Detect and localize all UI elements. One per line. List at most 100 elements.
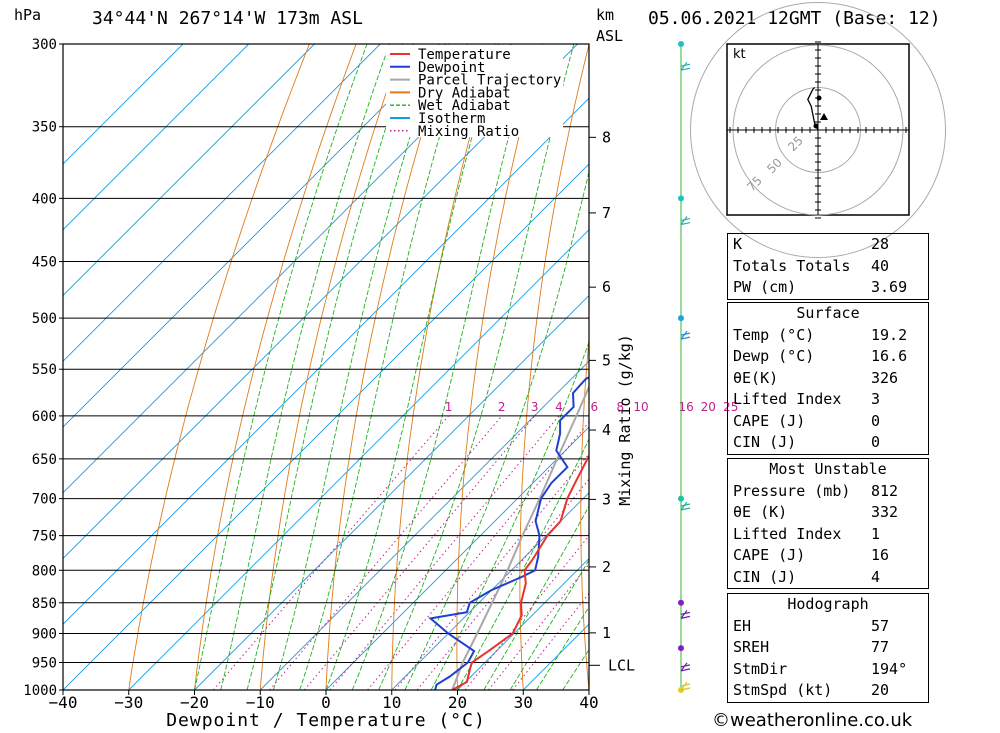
mu-li-label: Lifted Index xyxy=(733,524,842,543)
pressure-tick-label: 800 xyxy=(32,563,57,579)
wet-adiabat-line xyxy=(194,44,368,690)
wet-adiabat-line xyxy=(299,44,468,690)
mixing-ratio-label: 3 xyxy=(531,400,539,414)
wet-adiabat-line xyxy=(536,606,589,690)
dry-adiabat-line xyxy=(697,44,729,690)
surface-theta-label: θE(K) xyxy=(733,368,779,387)
mu-cape-value: 16 xyxy=(871,546,890,564)
pressure-tick-label: 650 xyxy=(32,452,57,468)
x-tick-label: −10 xyxy=(246,693,275,712)
surface-cin-label: CIN (J) xyxy=(733,433,797,451)
surface-li-label: Lifted Index xyxy=(733,390,842,408)
pressure-tick-label: 1000 xyxy=(23,683,57,699)
surface-cape-value: 0 xyxy=(871,411,881,430)
wind-level-dot xyxy=(678,645,684,652)
indices-table: K 28 Totals Totals 40 PW (cm) 3.69 xyxy=(727,233,929,300)
mixing-ratio-axis-label: Mixing Ratio (g/kg) xyxy=(616,334,634,506)
mixing-ratio-label: 6 xyxy=(590,400,598,414)
wet-adiabat-line xyxy=(404,170,589,690)
mixing-ratio-label: 1 xyxy=(445,400,453,414)
x-tick-label: 0 xyxy=(321,693,331,712)
copyright-footer[interactable]: ©weatheronline.co.uk xyxy=(712,710,913,731)
isotherm-line xyxy=(63,44,447,428)
km-tick-label: 2 xyxy=(602,558,611,576)
mixing-ratio-line xyxy=(416,478,589,690)
wind-level-dot xyxy=(678,195,684,202)
dry-adiabat-line xyxy=(640,44,683,690)
lcl-label: LCL xyxy=(608,656,635,674)
x-tick-label: −20 xyxy=(180,693,209,712)
stmdir-label: StmDir xyxy=(733,659,788,678)
x-tick-label: 40 xyxy=(579,693,598,712)
surface-dewp-value: 16.6 xyxy=(871,347,908,365)
asl-label: ASL xyxy=(596,27,624,45)
mixing-ratio-label: 10 xyxy=(633,400,648,414)
wind-level-dot xyxy=(678,315,684,322)
eh-value: 57 xyxy=(871,616,890,635)
wet-adiabat-line xyxy=(483,505,589,690)
pressure-tick-label: 850 xyxy=(32,596,57,612)
wind-barb xyxy=(680,662,691,672)
mixing-ratio-line xyxy=(394,452,589,690)
mixing-ratio-line xyxy=(304,415,536,690)
hodograph-point xyxy=(816,95,822,101)
legend-entry: Dry Adiabat xyxy=(418,85,511,101)
dry-adiabat-line xyxy=(456,44,543,690)
datetime-label: 05.06.2021 12GMT (Base: 12) xyxy=(648,8,941,29)
stmdir-value: 194° xyxy=(871,659,908,678)
mixing-ratio-label: 20 xyxy=(701,400,716,414)
mixing-ratio-label: 2 xyxy=(498,400,506,414)
dry-adiabat-line xyxy=(259,44,404,690)
pressure-tick-label: 750 xyxy=(32,529,57,545)
hodograph-title: Hodograph xyxy=(787,595,869,613)
pressure-tick-label: 600 xyxy=(32,409,57,425)
dry-adiabat-line xyxy=(194,44,357,690)
mu-li-value: 1 xyxy=(871,524,881,543)
mu-theta-label: θE (K) xyxy=(733,503,788,521)
km-tick-label: 6 xyxy=(602,278,611,296)
most-unstable-title: Most Unstable xyxy=(769,460,887,478)
isotherm-line xyxy=(325,426,589,690)
mixing-ratio-label: 25 xyxy=(723,400,738,414)
x-tick-label: −30 xyxy=(114,693,143,712)
mu-cape-label: CAPE (J) xyxy=(733,546,806,564)
legend-entry: Mixing Ratio xyxy=(418,124,519,140)
pressure-unit-label: hPa xyxy=(14,6,42,24)
wind-level-dot xyxy=(678,599,684,606)
plot-frame xyxy=(62,43,590,691)
pressure-tick-label: 550 xyxy=(32,362,57,378)
station-info: 34°44'N 267°14'W 173m ASL xyxy=(92,8,363,29)
wet-adiabat-line xyxy=(509,559,589,690)
x-tick-label: 20 xyxy=(448,693,467,712)
temperature-line xyxy=(451,454,589,690)
dry-adiabat-line xyxy=(128,44,310,690)
wet-adiabat-line xyxy=(457,438,589,690)
dewpoint-line xyxy=(428,376,589,690)
stmspd-value: 20 xyxy=(871,681,890,699)
pressure-tick-label: 700 xyxy=(32,492,57,508)
surface-li-value: 3 xyxy=(871,390,881,408)
legend-entry: Dewpoint xyxy=(418,60,485,76)
wind-barb xyxy=(680,330,691,340)
pressure-tick-label: 300 xyxy=(32,37,57,53)
legend-entry: Wet Adiabat xyxy=(418,98,511,114)
isotherm-line xyxy=(128,229,589,690)
x-axis-label: Dewpoint / Temperature (°C) xyxy=(166,710,486,731)
pressure-tick-label: 950 xyxy=(32,655,57,671)
legend-background xyxy=(386,45,563,137)
pw-value: 3.69 xyxy=(871,278,908,296)
parcel-line xyxy=(451,384,589,690)
pw-label: PW (cm) xyxy=(733,278,797,296)
wind-barb xyxy=(680,609,691,619)
x-tick-label: −40 xyxy=(49,693,78,712)
sreh-value: 77 xyxy=(871,638,890,656)
mixing-ratio-line xyxy=(213,415,449,690)
mu-pressure-label: Pressure (mb) xyxy=(733,481,851,500)
isotherm-line xyxy=(63,44,184,165)
surface-cin-value: 0 xyxy=(871,433,881,451)
wind-barb xyxy=(680,501,691,511)
hodograph-point xyxy=(813,123,819,129)
mixing-ratio-label: 4 xyxy=(555,400,563,414)
